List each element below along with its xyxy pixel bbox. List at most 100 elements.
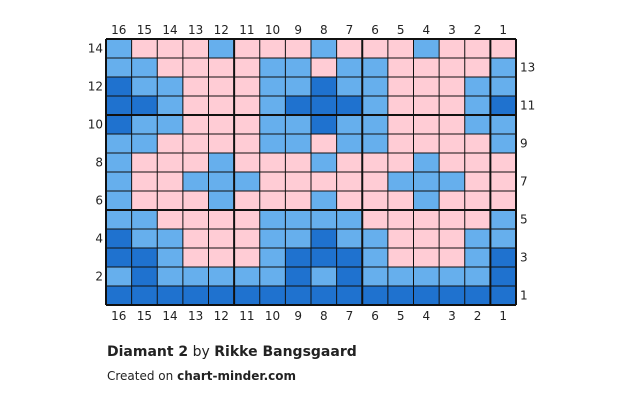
chart-cell [464,58,491,77]
chart-cell [490,229,516,248]
chart-cell [464,77,491,96]
chart-cell [464,210,491,229]
column-number-bottom: 9 [294,309,302,323]
chart-cell [362,172,388,191]
chart-cell [285,172,311,191]
chart-cell [362,229,388,248]
column-number-bottom: 15 [137,309,152,323]
chart-cell [362,58,388,77]
chart-cell [131,39,158,58]
column-number-bottom: 4 [422,309,430,323]
chart-cell [362,286,388,305]
column-number-top: 5 [397,23,405,37]
chart-cell [234,191,260,210]
column-number-top: 12 [214,23,229,37]
knitting-chart: 1616151514141313121211111010998877665544… [88,23,536,323]
chart-cell [336,153,363,172]
chart-cell [336,191,363,210]
pattern-name: Diamant 2 [107,344,189,360]
chart-cell [311,229,337,248]
chart-cell [439,267,465,286]
chart-cell [234,134,260,153]
chart-cell [439,191,465,210]
chart-cell [106,39,132,58]
chart-cell [234,267,260,286]
column-number-top: 13 [188,23,203,37]
chart-cell [106,134,132,153]
row-number-left: 14 [88,42,103,56]
chart-cell [182,191,209,210]
row-number-right: 13 [520,61,535,75]
chart-cell [362,210,388,229]
chart-cell [387,153,414,172]
chart-cell [259,77,286,96]
chart-cell [336,229,363,248]
chart-cell [387,210,414,229]
chart-cell [285,96,311,115]
chart-cell [131,286,158,305]
chart-cell [413,115,440,134]
chart-cell [285,286,311,305]
chart-cell [234,39,260,58]
column-number-bottom: 14 [162,309,177,323]
chart-cell [131,210,158,229]
chart-cell [208,172,235,191]
chart-cell [413,172,440,191]
column-number-bottom: 10 [265,309,280,323]
chart-cell [336,115,363,134]
chart-cell [131,115,158,134]
column-number-top: 6 [371,23,379,37]
chart-cell [106,248,132,267]
chart-cell [157,115,183,134]
chart-cell [490,134,516,153]
chart-cell [106,77,132,96]
chart-cell [182,58,209,77]
chart-cell [182,96,209,115]
chart-cell [131,134,158,153]
chart-cell [182,248,209,267]
chart-labels: 1616151514141313121211111010998877665544… [88,23,536,323]
chart-cell [413,229,440,248]
chart-cell [464,248,491,267]
chart-cell [387,96,414,115]
site-link[interactable]: chart-minder.com [177,369,296,383]
chart-cell [439,153,465,172]
column-number-bottom: 2 [474,309,482,323]
chart-cell [464,191,491,210]
chart-cell [413,153,440,172]
chart-cell [259,267,286,286]
chart-cell [387,191,414,210]
chart-cell [413,58,440,77]
chart-cell [208,229,235,248]
chart-cell [208,286,235,305]
chart-cell [285,58,311,77]
chart-cell [413,96,440,115]
chart-cell [387,286,414,305]
chart-cell [106,96,132,115]
chart-cell [285,267,311,286]
chart-cell [157,229,183,248]
chart-cell [208,248,235,267]
chart-cell [157,39,183,58]
chart-cell [490,248,516,267]
chart-cell [362,77,388,96]
chart-cell [208,58,235,77]
chart-cell [182,39,209,58]
row-number-left: 8 [95,156,103,170]
row-number-left: 6 [95,194,103,208]
column-number-top: 7 [346,23,354,37]
chart-cell [234,96,260,115]
by-text: by [192,344,210,360]
chart-cell [311,267,337,286]
chart-cell [311,210,337,229]
chart-cell [106,267,132,286]
chart-cell [285,229,311,248]
chart-cell [131,96,158,115]
chart-cell [285,134,311,153]
chart-cell [131,77,158,96]
chart-cell [464,267,491,286]
chart-cell [208,115,235,134]
chart-cell [439,58,465,77]
row-number-right: 11 [520,99,535,113]
column-number-top: 15 [137,23,152,37]
